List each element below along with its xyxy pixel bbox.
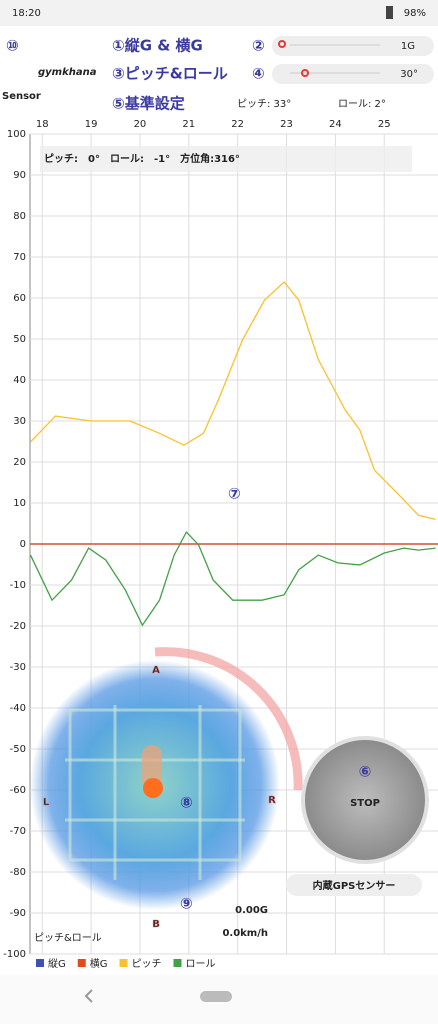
- x-tick-label: 21: [182, 119, 195, 130]
- x-tick-label: 25: [378, 119, 391, 130]
- marker: ②: [252, 37, 265, 55]
- dir: A: [152, 665, 160, 676]
- series-line: [29, 531, 436, 627]
- y-tick-label: 60: [13, 293, 26, 304]
- label[interactable]: ③ピッチ&ロール: [112, 65, 228, 83]
- meter-grid: [68, 708, 242, 862]
- legend-label: ピッチ: [132, 958, 162, 970]
- mode: ピッチ&ロール: [34, 932, 102, 944]
- meter: A B L R ⑧ ⑨ 0.00G 0.0km/h ピッチ&ロール: [30, 647, 303, 944]
- legend-swatch: [36, 959, 44, 967]
- dot: [143, 778, 163, 798]
- source: 内蔵GPSセンサー: [313, 879, 396, 892]
- slider[interactable]: [272, 36, 434, 56]
- readout: ピッチ: 0° ロール: -1° 方位角:316°: [44, 152, 240, 165]
- time: 18:20: [12, 8, 41, 19]
- battery-icon: [386, 6, 393, 19]
- y-tick-label: -30: [10, 662, 26, 673]
- dir: R: [268, 795, 276, 806]
- y-tick-label: 40: [13, 375, 26, 386]
- marker: ⑩: [6, 37, 19, 55]
- y-tick-label: 70: [13, 252, 26, 263]
- legend-label: 縦G: [48, 957, 66, 970]
- legend-swatch: [173, 959, 182, 967]
- pitch-ref: ピッチ: 33°: [237, 98, 291, 110]
- x-tick-label: 19: [85, 119, 98, 130]
- y-tick-label: -50: [10, 744, 26, 755]
- scale: 1G: [401, 41, 415, 52]
- y-tick-label: -80: [10, 867, 26, 878]
- y-tick-label: -10: [10, 580, 26, 591]
- y-tick-label: 90: [13, 170, 26, 181]
- slider-thumb[interactable]: [278, 40, 286, 48]
- marker: ④: [252, 65, 265, 83]
- stop-label[interactable]: STOP: [350, 798, 380, 809]
- x-tick-label: 22: [231, 119, 244, 130]
- legend-label: ロール: [186, 959, 216, 970]
- legend: 縦G 横G ピッチ ロール: [36, 957, 216, 970]
- x-tick-label: 18: [36, 119, 49, 130]
- y-tick-label: 20: [13, 457, 26, 468]
- y-tick-label: 100: [7, 129, 26, 140]
- x-tick-label: 24: [329, 119, 342, 130]
- label[interactable]: ①縦G & 横G: [112, 37, 203, 55]
- y-tick-label: -70: [10, 826, 26, 837]
- y-tick-label: 80: [13, 211, 26, 222]
- legend-label: 横G: [90, 957, 108, 970]
- y-tick-label: 30: [13, 416, 26, 427]
- trail: [142, 745, 162, 790]
- scale: 30°: [400, 69, 418, 80]
- x-tick-label: 23: [280, 119, 293, 130]
- marker: ⑧: [180, 794, 193, 812]
- source-bg: [286, 874, 422, 896]
- battery: 98%: [404, 8, 426, 19]
- marker: ⑥: [359, 763, 372, 781]
- speed: 0.0km/h: [222, 928, 268, 939]
- y-tick-label: -40: [10, 703, 26, 714]
- back-button[interactable]: [84, 989, 93, 1003]
- y-tick-label: -90: [10, 908, 26, 919]
- legend-swatch: [119, 959, 128, 967]
- stop-button[interactable]: [301, 736, 429, 864]
- g-value: 0.00G: [235, 905, 268, 916]
- slider[interactable]: [272, 64, 434, 84]
- status-bar: [0, 0, 438, 26]
- x-tick-label: 20: [134, 119, 147, 130]
- dir: B: [152, 919, 160, 930]
- y-tick-label: -20: [10, 621, 26, 632]
- series-line: [30, 281, 436, 521]
- button[interactable]: ⑤基準設定: [112, 95, 185, 113]
- dir: L: [43, 797, 50, 808]
- y-tick-label: -60: [10, 785, 26, 796]
- marker: ⑦: [228, 485, 241, 503]
- legend-swatch: [77, 959, 86, 967]
- y-tick-label: -100: [3, 949, 26, 960]
- logo: Sensor: [2, 91, 41, 102]
- y-tick-label: 0: [20, 539, 26, 550]
- logo-top: gymkhana: [38, 67, 97, 78]
- readout-bg: [40, 146, 412, 172]
- roll-ref: ロール: 2°: [338, 99, 386, 110]
- meter-arc: [154, 647, 303, 791]
- y-tick-label: 50: [13, 334, 26, 345]
- slider-thumb[interactable]: [301, 69, 309, 77]
- home-button[interactable]: [200, 991, 232, 1002]
- y-tick-label: 10: [13, 498, 26, 509]
- marker: ⑨: [180, 895, 193, 913]
